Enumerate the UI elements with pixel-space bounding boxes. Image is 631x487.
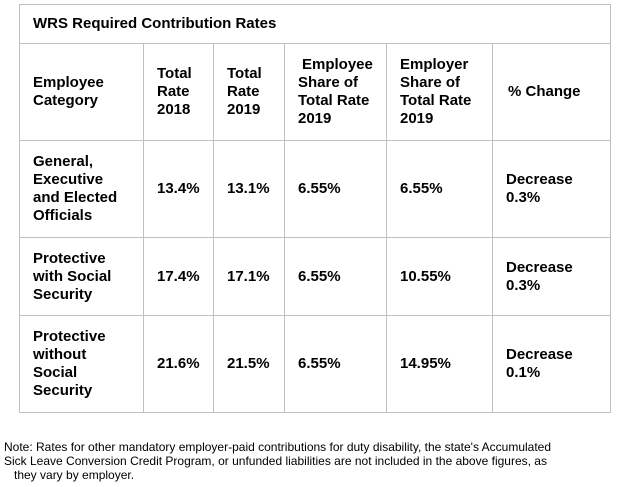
category-line: Executive — [33, 171, 104, 188]
header-line: Rate — [157, 83, 190, 100]
header-line: Employee — [33, 74, 104, 91]
row-employer-share: 10.55% — [386, 237, 493, 316]
category-line: Protective — [33, 328, 106, 345]
header-line: Employee — [302, 56, 373, 73]
header-total-rate-2019: Total Rate 2019 — [213, 43, 285, 141]
header-line: Total — [157, 65, 192, 82]
row-rate-2018: 17.4% — [143, 237, 214, 316]
footnote-line: they vary by employer. — [14, 468, 135, 482]
change-line: Decrease — [506, 346, 573, 363]
header-line: 2019 — [227, 101, 261, 118]
header-line: 2019 — [298, 110, 332, 127]
row-change: Decrease 0.3% — [492, 237, 611, 316]
header-percent-change: % Change — [492, 43, 611, 141]
row-rate-2019: 13.1% — [213, 140, 285, 238]
category-line: without — [33, 346, 87, 363]
header-employee-share: Employee Share of Total Rate 2019 — [284, 43, 387, 141]
category-line: Security — [33, 285, 93, 303]
header-line: Employer — [400, 56, 469, 73]
table-title: WRS Required Contribution Rates — [19, 4, 611, 44]
change-line: Decrease — [506, 171, 573, 188]
change-line: 0.3% — [506, 276, 541, 294]
category-line: Social — [33, 364, 78, 381]
category-line: and Elected — [33, 189, 118, 206]
footnote-line: Sick Leave Conversion Credit Program, or… — [4, 454, 547, 468]
change-line: 0.3% — [506, 189, 541, 206]
row-rate-2019: 21.5% — [213, 315, 285, 413]
header-line: Total Rate — [400, 92, 472, 109]
category-line: Security — [33, 382, 93, 399]
table-title-row: WRS Required Contribution Rates — [19, 4, 611, 44]
row-employee-share: 6.55% — [284, 140, 387, 238]
contribution-rates-table: WRS Required Contribution Rates Employee… — [19, 4, 611, 413]
table-row: General, Executive and Elected Officials… — [19, 140, 611, 238]
table-row: Protective without Social Security 21.6%… — [19, 315, 611, 413]
row-change: Decrease 0.3% — [492, 140, 611, 238]
table-row: Protective with Social Security 17.4% 17… — [19, 237, 611, 316]
footnote-line: Note: Rates for other mandatory employer… — [4, 440, 552, 454]
row-rate-2019: 17.1% — [213, 237, 285, 316]
row-employer-share: 14.95% — [386, 315, 493, 413]
header-line: 2019 — [400, 110, 434, 127]
row-category: Protective with Social Security — [19, 237, 144, 316]
header-total-rate-2018: Total Rate 2018 — [143, 43, 214, 141]
row-category: General, Executive and Elected Officials — [19, 140, 144, 238]
header-line: Total — [227, 65, 262, 82]
row-rate-2018: 13.4% — [143, 140, 214, 238]
header-line: Total Rate — [298, 92, 370, 109]
header-line: Category — [33, 92, 99, 109]
row-employee-share: 6.55% — [284, 315, 387, 413]
row-rate-2018: 21.6% — [143, 315, 214, 413]
header-employee-category: Employee Category — [19, 43, 144, 141]
category-line: General, — [33, 153, 94, 170]
header-line: Share of — [298, 74, 359, 91]
header-line: Share of — [400, 74, 461, 91]
row-employee-share: 6.55% — [284, 237, 387, 316]
row-employer-share: 6.55% — [386, 140, 493, 238]
contribution-rates-page: WRS Required Contribution Rates Employee… — [19, 4, 611, 413]
header-line: % Change — [508, 83, 581, 100]
category-line: Officials — [33, 207, 93, 224]
category-line: Protective — [33, 249, 106, 267]
change-line: 0.1% — [506, 364, 541, 381]
table-header-row: Employee Category Total Rate 2018 Total … — [19, 43, 611, 141]
change-line: Decrease — [506, 258, 573, 276]
header-employer-share: Employer Share of Total Rate 2019 — [386, 43, 493, 141]
row-change: Decrease 0.1% — [492, 315, 611, 413]
header-line: 2018 — [157, 101, 191, 118]
row-category: Protective without Social Security — [19, 315, 144, 413]
header-line: Rate — [227, 83, 260, 100]
category-line: with Social — [33, 267, 112, 285]
footnote: Note: Rates for other mandatory employer… — [4, 440, 628, 482]
